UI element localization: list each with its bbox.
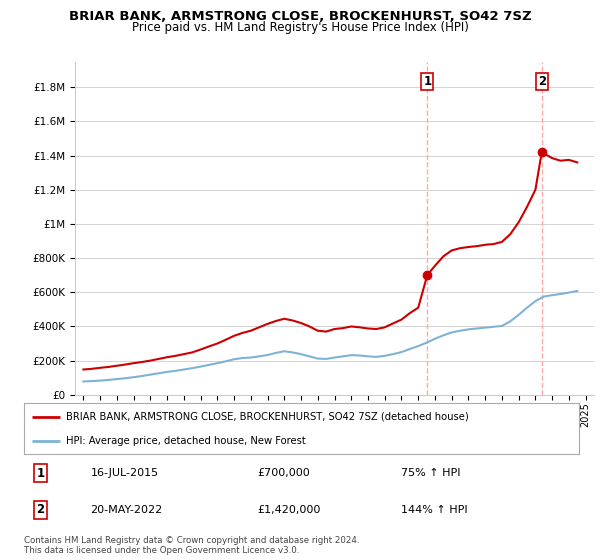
Text: 2: 2 xyxy=(538,75,546,88)
Text: 20-MAY-2022: 20-MAY-2022 xyxy=(91,505,163,515)
Text: 1: 1 xyxy=(37,466,45,480)
Text: Price paid vs. HM Land Registry's House Price Index (HPI): Price paid vs. HM Land Registry's House … xyxy=(131,21,469,34)
Text: 16-JUL-2015: 16-JUL-2015 xyxy=(91,468,159,478)
Text: BRIAR BANK, ARMSTRONG CLOSE, BROCKENHURST, SO42 7SZ: BRIAR BANK, ARMSTRONG CLOSE, BROCKENHURS… xyxy=(68,10,532,23)
Text: BRIAR BANK, ARMSTRONG CLOSE, BROCKENHURST, SO42 7SZ (detached house): BRIAR BANK, ARMSTRONG CLOSE, BROCKENHURS… xyxy=(65,412,469,422)
Text: 75% ↑ HPI: 75% ↑ HPI xyxy=(401,468,461,478)
Text: 2: 2 xyxy=(37,503,45,516)
Text: 144% ↑ HPI: 144% ↑ HPI xyxy=(401,505,468,515)
Text: £1,420,000: £1,420,000 xyxy=(257,505,320,515)
Text: Contains HM Land Registry data © Crown copyright and database right 2024.
This d: Contains HM Land Registry data © Crown c… xyxy=(24,536,359,556)
Text: 1: 1 xyxy=(423,75,431,88)
Text: £700,000: £700,000 xyxy=(257,468,310,478)
Text: HPI: Average price, detached house, New Forest: HPI: Average price, detached house, New … xyxy=(65,436,305,446)
